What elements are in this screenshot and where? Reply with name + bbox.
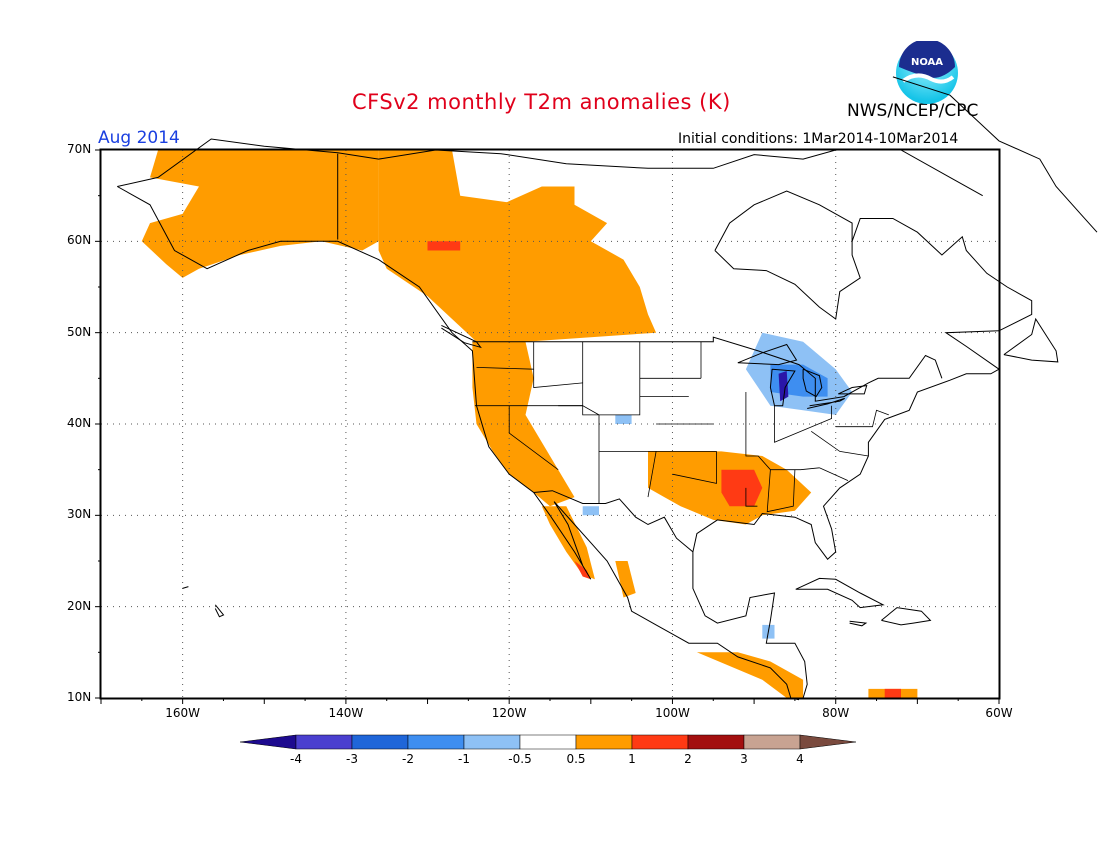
state-border xyxy=(508,405,559,471)
state-border xyxy=(835,409,889,428)
lon-label: 160W xyxy=(165,706,201,720)
anomaly-canada-north-warm xyxy=(501,186,575,214)
colorbar-swatch xyxy=(575,734,633,750)
coastline-jamaica xyxy=(849,620,868,627)
lat-label: 60N xyxy=(67,233,92,248)
coastline-labrador-coast xyxy=(851,218,1033,370)
coastline-newfoundland xyxy=(1003,317,1059,363)
coastline-lake-ontario xyxy=(837,385,868,395)
colorbar-label: 2 xyxy=(684,752,692,766)
colorbar-label: -2 xyxy=(402,752,414,766)
coastline-cuba xyxy=(795,577,885,609)
colorbar-label: -3 xyxy=(346,752,358,766)
lat-label: 30N xyxy=(67,507,92,522)
colorbar-swatch xyxy=(463,734,521,750)
state-border xyxy=(476,367,534,370)
coastline-hispaniola xyxy=(881,607,932,626)
coastline-hawaii-big xyxy=(214,604,225,618)
coastline-lake-superior xyxy=(737,343,798,366)
anomaly-colorado-cool xyxy=(615,414,632,424)
anomaly-mexico-warm xyxy=(615,561,636,598)
anomaly-great-lakes-strong xyxy=(778,371,789,402)
lon-label: 120W xyxy=(491,706,527,720)
forecast-period: Aug 2014 xyxy=(98,128,180,148)
state-border xyxy=(745,487,758,507)
coastline-us-canada-border xyxy=(472,336,943,402)
state-border xyxy=(810,430,869,457)
lon-label: 100W xyxy=(655,706,690,720)
state-border xyxy=(533,341,583,388)
colorbar-swatch xyxy=(743,734,801,750)
state-border xyxy=(766,469,796,513)
lon-label: 60W xyxy=(985,706,1013,720)
state-border xyxy=(599,450,657,498)
colorbar-label: 4 xyxy=(796,752,804,766)
colorbar-label: -1 xyxy=(458,752,470,766)
colorbar-swatch xyxy=(295,734,353,750)
anomaly-sonora-cool xyxy=(582,506,599,516)
coastline-gulf-coast xyxy=(692,368,1000,699)
lat-label: 10N xyxy=(67,690,92,704)
coastline-vancouver-island xyxy=(441,324,482,349)
anomaly-west-coast-warm xyxy=(472,341,575,507)
lon-label: 80W xyxy=(822,706,850,720)
lat-label: 40N xyxy=(67,416,92,430)
anomaly-south-central-strong xyxy=(721,469,763,507)
agency-label: NWS/NCEP/CPC xyxy=(847,101,979,121)
colorbar-swatch xyxy=(687,734,745,750)
graticule xyxy=(101,150,999,698)
initial-conditions: Initial conditions: 1Mar2014-10Mar2014 xyxy=(678,131,959,147)
colorbar-swatch xyxy=(631,734,689,750)
coastline-lake-erie xyxy=(807,397,845,409)
colorbar-label: 0.5 xyxy=(566,752,586,766)
lat-label: 20N xyxy=(67,598,92,613)
colorbar-swatch xyxy=(519,734,577,750)
colorbar-swatch xyxy=(407,734,465,750)
anomaly-canada-warm xyxy=(378,150,657,342)
colorbar-label: 3 xyxy=(740,752,748,766)
anomaly-central-america-warm xyxy=(696,652,804,698)
chart-title: CFSv2 monthly T2m anomalies (K) xyxy=(352,90,731,114)
noaa-logo: NOAA xyxy=(896,41,958,104)
coastline-hawaii xyxy=(182,586,189,589)
anomaly-fills xyxy=(141,150,918,698)
anomaly-bc-strong xyxy=(427,241,461,251)
coastline-na-west-coast xyxy=(117,186,800,701)
state-border xyxy=(745,392,820,471)
coastline-lake-michigan xyxy=(769,368,796,407)
anomaly-colombia-strong xyxy=(884,688,901,698)
coastline-hudson-bay xyxy=(714,190,861,320)
colorbar-arrow-low xyxy=(239,734,297,750)
state-border xyxy=(819,467,849,481)
axis-ticks xyxy=(95,149,1000,704)
colorbar-label: -4 xyxy=(290,752,302,766)
colorbar-arrow-high xyxy=(799,734,857,750)
state-border xyxy=(774,405,832,443)
colorbar-swatch xyxy=(351,734,409,750)
coastline-lake-huron xyxy=(802,368,823,398)
anomaly-alaska-warm xyxy=(141,150,379,278)
state-border xyxy=(672,451,717,484)
lat-label: 50N xyxy=(67,324,92,339)
lon-label: 140W xyxy=(328,706,364,720)
colorbar-label: 1 xyxy=(628,752,636,766)
anomaly-baja-strong xyxy=(574,561,591,580)
logo-text: NOAA xyxy=(911,57,943,68)
coastline-us-mexico-border xyxy=(533,490,694,553)
colorbar-label: -0.5 xyxy=(508,752,532,766)
lat-label: 70N xyxy=(67,142,92,156)
coastline-greenland-edge xyxy=(892,76,1098,233)
